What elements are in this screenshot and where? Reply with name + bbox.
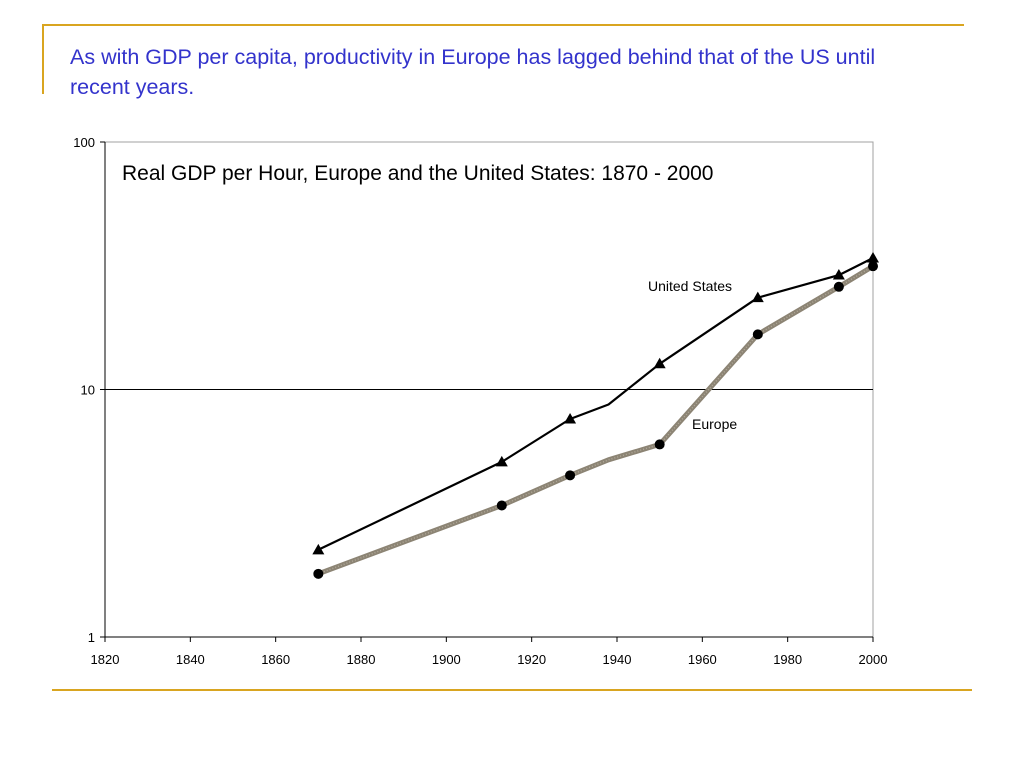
slide-frame-top-rule <box>42 24 964 26</box>
united-states-point <box>564 412 577 424</box>
united-states-point <box>495 455 508 467</box>
europe-point <box>868 261 878 272</box>
x-tick-label: 1940 <box>603 652 632 667</box>
x-tick-label: 1900 <box>432 652 461 667</box>
series-line-europe-texture <box>318 265 874 575</box>
europe-point <box>313 568 324 579</box>
slide-frame-left-rule <box>42 24 44 94</box>
united-states-point <box>312 543 325 555</box>
x-tick-label: 1820 <box>91 652 120 667</box>
europe-point <box>654 439 665 450</box>
y-tick-label: 100 <box>73 135 95 150</box>
x-tick-label: 1920 <box>517 652 546 667</box>
x-tick-label: 1840 <box>176 652 205 667</box>
series-labels: United States Europe <box>648 278 737 432</box>
chart-title: Real GDP per Hour, Europe and the United… <box>122 162 714 185</box>
x-tick-label: 1960 <box>688 652 717 667</box>
x-tick-label: 2000 <box>859 652 888 667</box>
series-label-europe: Europe <box>692 416 737 432</box>
united-states-point <box>832 269 845 280</box>
x-tick-label: 1860 <box>261 652 290 667</box>
series <box>312 251 879 579</box>
slide-title: As with GDP per capita, productivity in … <box>70 45 876 99</box>
europe-point <box>833 281 844 292</box>
europe-point <box>752 329 763 340</box>
series-united-states <box>312 251 879 555</box>
axes: 1820 1840 1860 1880 1900 1920 1940 1960 1980 2000… <box>73 135 887 667</box>
y-tick-label: 1 <box>88 630 95 645</box>
series-label-united-states: United States <box>648 278 732 294</box>
united-states-point <box>653 357 666 369</box>
united-states-point <box>751 291 764 303</box>
united-states-point <box>867 251 879 263</box>
series-europe <box>313 261 878 579</box>
series-line-united-states <box>317 257 874 551</box>
europe-point <box>496 500 507 511</box>
x-tick-label: 1880 <box>347 652 376 667</box>
y-tick-label: 10 <box>81 383 95 398</box>
europe-point <box>565 470 576 481</box>
x-tick-label: 1980 <box>773 652 802 667</box>
slide-frame-bottom-rule <box>52 689 972 691</box>
